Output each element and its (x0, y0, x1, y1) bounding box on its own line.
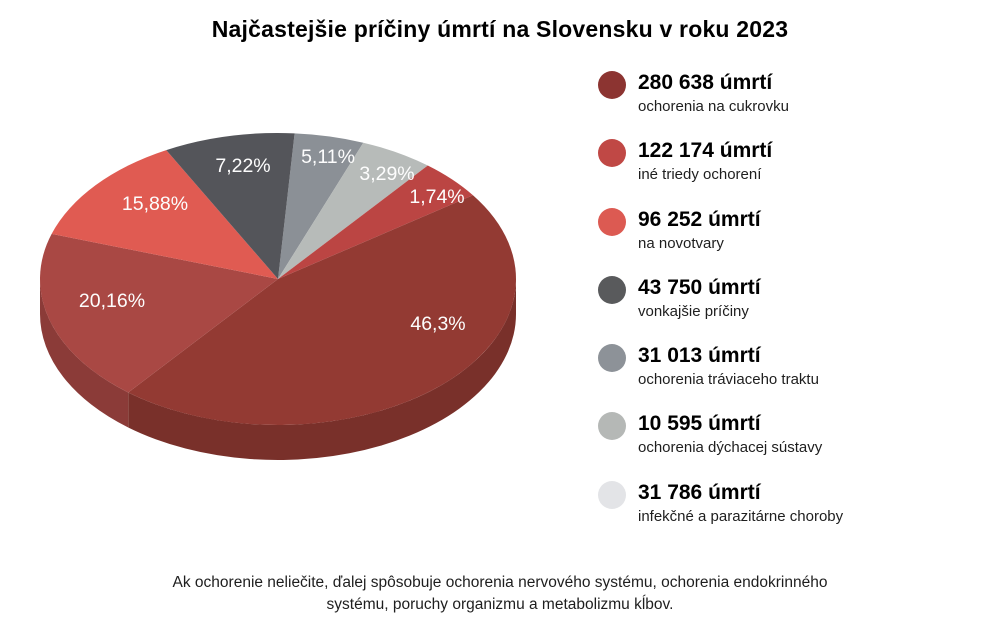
footnote-line-1: Ak ochorenie neliečite, ďalej spôsobuje … (172, 574, 828, 591)
pie-slice (278, 133, 364, 279)
legend-color-dot (598, 71, 626, 99)
pie-slice (51, 150, 279, 279)
pie-slice (128, 195, 517, 426)
pie-slice-label: 5,11% (301, 146, 355, 168)
pie-slice (39, 233, 279, 393)
legend-color-dot (598, 480, 626, 509)
legend-item: 122 174 úmrtí iné triedy ochorení (598, 129, 978, 197)
chart-legend: 280 638 úmrtí ochorenia na cukrovku 122 … (598, 61, 978, 539)
legend-item: 43 750 úmrtí vonkajšie príčiny (598, 266, 978, 334)
legend-color-dot (598, 139, 626, 168)
chart-footnote: Ak ochorenie neliečite, ďalej spôsobuje … (0, 572, 1000, 616)
legend-count: 31 013 úmrtí (638, 344, 761, 368)
pie-slice-label: 15,88% (122, 193, 188, 215)
legend-count: 280 638 úmrtí (638, 71, 773, 94)
pie-slice-label: 3,29% (359, 163, 414, 185)
footnote-line-2: systému, poruchy organizmu a metabolizmu… (326, 596, 674, 613)
pie-slice (278, 165, 473, 279)
legend-description: ochorenia tráviaceho traktu (638, 371, 819, 389)
legend-count: 122 174 úmrtí (638, 139, 773, 163)
legend-color-dot (598, 207, 626, 236)
legend-count: 10 595 úmrtí (638, 412, 761, 436)
legend-color-dot (598, 344, 626, 373)
legend-description: na novotvary (638, 234, 724, 252)
page-title: Najčastejšie príčiny úmrtí na Slovensku … (211, 16, 789, 42)
legend-item: 96 252 úmrtí na novotvary (598, 198, 978, 266)
legend-description: vonkajšie príčiny (638, 302, 749, 320)
legend-count: 43 750 úmrtí (638, 275, 761, 299)
pie-slice-label: 20,16% (79, 290, 145, 312)
legend-description: ochorenia dýchacej sústavy (638, 439, 823, 457)
pie-slice-label: 46,3% (410, 313, 465, 335)
legend-description: infekčné a parazitárne choroby (638, 507, 844, 525)
legend-item: 10 595 úmrtí ochorenia dýchacej sústavy (598, 402, 978, 470)
legend-item: 280 638 úmrtí ochorenia na cukrovku (598, 61, 978, 129)
pie-slice-label: 1,74% (409, 186, 464, 208)
legend-color-dot (598, 412, 626, 441)
pie-slice-side (40, 279, 129, 428)
legend-count: 31 786 úmrtí (638, 480, 761, 504)
legend-color-dot (598, 275, 626, 304)
pie-slice (278, 142, 428, 279)
pie-slice-label: 7,22% (215, 155, 270, 177)
legend-item: 31 786 úmrtí infekčné a parazitárne chor… (598, 471, 978, 539)
pie-slice (166, 133, 295, 279)
legend-item: 31 013 úmrtí ochorenia tráviaceho traktu (598, 334, 978, 402)
legend-description: ochorenia na cukrovku (638, 98, 789, 115)
legend-count: 96 252 úmrtí (638, 207, 761, 231)
legend-description: iné triedy ochorení (638, 166, 762, 184)
pie-slice-side (128, 279, 516, 461)
